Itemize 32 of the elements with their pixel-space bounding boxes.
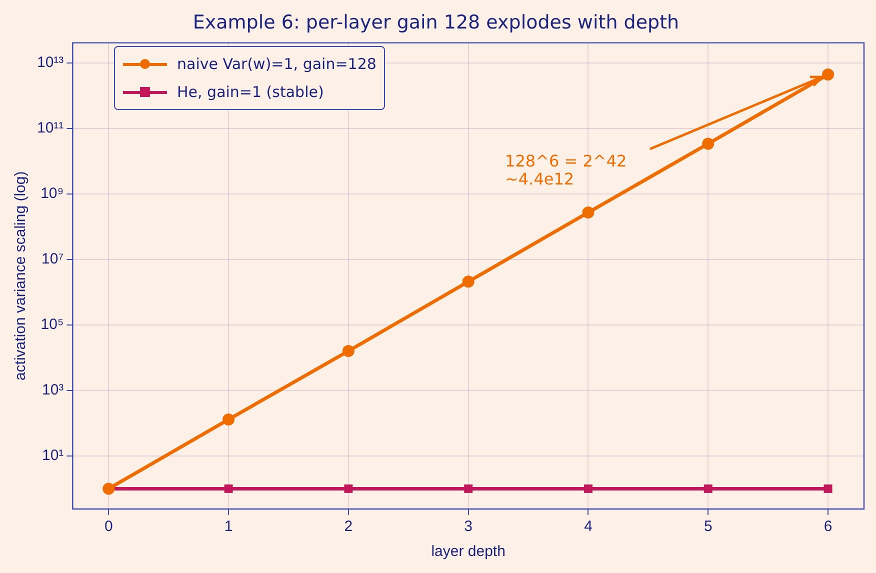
point xyxy=(822,68,834,81)
x-tick-label: 3 xyxy=(464,518,473,536)
y-tick-label: 10¹ xyxy=(42,447,64,464)
annotation: 128^6 = 2^42 ~4.4e12 xyxy=(505,152,627,189)
point xyxy=(824,484,832,493)
x-tick-label: 0 xyxy=(104,518,113,536)
y-tick-label: 10⁵ xyxy=(40,316,64,334)
x-tick-label: 5 xyxy=(704,518,712,536)
point xyxy=(342,344,354,357)
y-axis-title: activation variance scaling (log) xyxy=(12,171,30,381)
chart-title: Example 6: per-layer gain 128 explodes with depth xyxy=(192,11,680,34)
y-tick-label: 10³ xyxy=(42,382,64,399)
legend-label: naive Var(w)=1, gain=128 xyxy=(177,55,376,73)
point xyxy=(584,484,592,493)
point xyxy=(224,484,233,493)
x-tick-label: 4 xyxy=(584,518,592,536)
point xyxy=(344,484,353,493)
legend-label: He, gain=1 (stable) xyxy=(177,83,324,101)
point xyxy=(462,276,474,288)
y-tick-label: 10⁷ xyxy=(42,250,64,268)
point xyxy=(702,138,714,150)
point xyxy=(582,206,594,219)
point xyxy=(464,484,473,493)
point xyxy=(222,413,235,426)
x-tick-label: 1 xyxy=(224,518,233,536)
x-tick-label: 6 xyxy=(824,518,832,536)
x-tick-label: 2 xyxy=(344,518,353,536)
y-tick-label: 10¹³ xyxy=(36,54,64,72)
y-tick-label: 10⁹ xyxy=(40,185,64,202)
x-axis-title: layer depth xyxy=(431,543,506,560)
y-tick-label: 10¹¹ xyxy=(36,120,64,137)
point xyxy=(704,484,712,493)
